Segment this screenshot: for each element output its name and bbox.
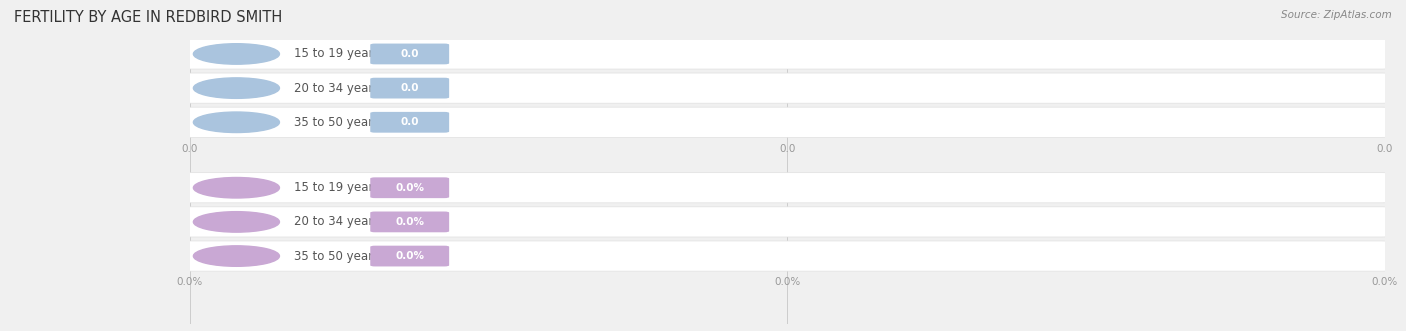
Text: 35 to 50 years: 35 to 50 years xyxy=(294,250,380,262)
Circle shape xyxy=(194,112,280,132)
FancyBboxPatch shape xyxy=(181,207,1392,237)
Text: FERTILITY BY AGE IN REDBIRD SMITH: FERTILITY BY AGE IN REDBIRD SMITH xyxy=(14,10,283,25)
Text: 0.0: 0.0 xyxy=(779,144,796,154)
Text: 0.0%: 0.0% xyxy=(395,217,425,227)
Text: 15 to 19 years: 15 to 19 years xyxy=(294,181,380,194)
FancyBboxPatch shape xyxy=(370,177,449,198)
Text: 0.0%: 0.0% xyxy=(395,183,425,193)
Text: 35 to 50 years: 35 to 50 years xyxy=(294,116,380,129)
Circle shape xyxy=(194,44,280,64)
Circle shape xyxy=(194,78,280,98)
FancyBboxPatch shape xyxy=(181,173,1392,203)
FancyBboxPatch shape xyxy=(181,39,1392,69)
Text: 0.0: 0.0 xyxy=(1376,144,1393,154)
Circle shape xyxy=(194,177,280,198)
Text: 0.0%: 0.0% xyxy=(1372,277,1398,287)
FancyBboxPatch shape xyxy=(370,112,449,133)
FancyBboxPatch shape xyxy=(370,44,449,64)
FancyBboxPatch shape xyxy=(370,212,449,232)
Text: 0.0: 0.0 xyxy=(401,83,419,93)
Text: 20 to 34 years: 20 to 34 years xyxy=(294,82,380,95)
Text: Source: ZipAtlas.com: Source: ZipAtlas.com xyxy=(1281,10,1392,20)
Circle shape xyxy=(194,246,280,266)
Text: 0.0%: 0.0% xyxy=(177,277,202,287)
Text: 20 to 34 years: 20 to 34 years xyxy=(294,215,380,228)
FancyBboxPatch shape xyxy=(370,246,449,266)
Text: 0.0: 0.0 xyxy=(401,117,419,127)
Text: 0.0%: 0.0% xyxy=(395,251,425,261)
Text: 0.0%: 0.0% xyxy=(775,277,800,287)
FancyBboxPatch shape xyxy=(181,241,1392,271)
FancyBboxPatch shape xyxy=(181,107,1392,137)
Text: 15 to 19 years: 15 to 19 years xyxy=(294,47,380,61)
FancyBboxPatch shape xyxy=(370,78,449,99)
Text: 0.0: 0.0 xyxy=(401,49,419,59)
FancyBboxPatch shape xyxy=(181,73,1392,103)
Text: 0.0: 0.0 xyxy=(181,144,198,154)
Circle shape xyxy=(194,212,280,232)
